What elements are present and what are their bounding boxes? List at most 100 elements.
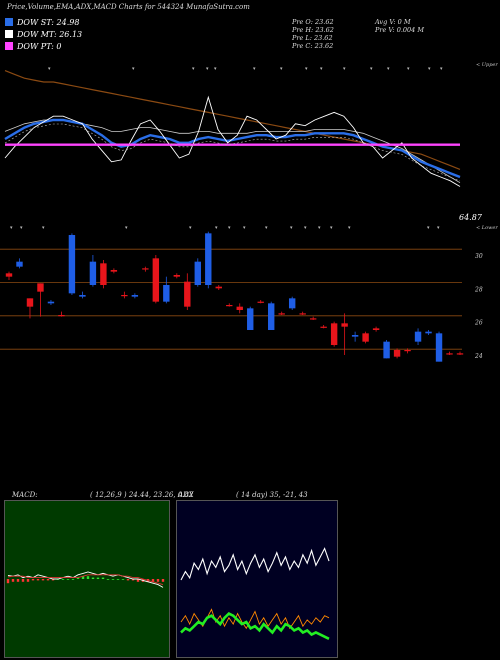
candle-body-8 xyxy=(89,261,97,285)
candle-body-34 xyxy=(362,333,369,342)
candle-body-24 xyxy=(257,301,264,303)
candle-body-25 xyxy=(268,303,275,330)
candle-marker-5: ▾ xyxy=(215,225,218,231)
swatch-magenta-icon xyxy=(5,42,13,50)
macd-hist-bar-5 xyxy=(31,579,35,581)
macd-chart xyxy=(4,500,170,658)
adx-values: ( 14 day) 35, -21, 43 xyxy=(236,491,308,499)
candle-body-7 xyxy=(79,295,86,297)
stat-prev-open: Pre O: 23.62 xyxy=(292,18,334,26)
price-tick-2: 26 xyxy=(474,320,483,327)
macd-values: ( 12,26,9 ) 24.44, 23.26, 0.82 xyxy=(90,491,194,499)
macd-hist-bar-16 xyxy=(86,576,90,579)
macd-hist-bar-15 xyxy=(81,576,85,579)
candle-body-4 xyxy=(47,301,55,304)
candle-body-26 xyxy=(278,313,285,315)
macd-hist-bar-19 xyxy=(101,577,105,579)
event-marker-14: ▾ xyxy=(440,66,443,72)
price-tick-3: 24 xyxy=(474,353,483,360)
candle-body-12 xyxy=(131,295,139,297)
macd-hist-bar-2 xyxy=(16,579,20,582)
macd-hist-bar-4 xyxy=(26,579,30,582)
candle-body-39 xyxy=(414,331,422,342)
candle-marker-14: ▾ xyxy=(427,225,430,231)
macd-hist-bar-29 xyxy=(151,579,155,582)
macd-hist-bar-12 xyxy=(66,579,70,580)
candle-body-38 xyxy=(404,350,411,352)
event-marker-9: ▾ xyxy=(343,66,346,72)
price-tick-0: 30 xyxy=(475,253,483,260)
candle-body-27 xyxy=(288,298,296,309)
candle-body-1 xyxy=(16,261,23,267)
candle-marker-0: ▾ xyxy=(10,225,13,231)
ema-line xyxy=(4,118,461,179)
macd-line xyxy=(7,571,164,588)
adx-line xyxy=(180,612,330,640)
legend-dow-mt: DOW MT: 26.13 xyxy=(5,30,82,39)
candle-marker-15: ▾ xyxy=(437,225,440,231)
macd-hist-bar-31 xyxy=(161,579,165,582)
stat-prev-close: Pre C: 23.62 xyxy=(292,42,334,50)
stat-avg-volume: Avg V: 0 M xyxy=(375,18,411,26)
lower-band-line xyxy=(4,123,461,182)
macd-hist-bar-13 xyxy=(71,579,75,580)
upper-label: < Upper xyxy=(476,62,498,68)
candle-marker-4: ▾ xyxy=(189,225,192,231)
candle-marker-7: ▾ xyxy=(243,225,246,231)
adx-background xyxy=(177,501,337,657)
macd-hist-bar-26 xyxy=(136,579,140,582)
candle-body-15 xyxy=(163,285,170,302)
legend-dow-pt: DOW PT: 0 xyxy=(5,42,62,51)
candle-body-17 xyxy=(184,281,191,307)
macd-hist-bar-9 xyxy=(51,579,55,581)
legend-dow-mt-label: DOW MT: 26.13 xyxy=(17,30,83,39)
price-tick-1: 28 xyxy=(474,286,483,293)
legend-dow-pt-label: DOW PT: 0 xyxy=(17,42,62,51)
candle-body-14 xyxy=(152,258,160,302)
macd-signal-line xyxy=(7,574,164,586)
candle-body-18 xyxy=(194,261,201,285)
candle-body-20 xyxy=(215,286,222,289)
event-marker-10: ▾ xyxy=(370,66,373,72)
last-value-label: 64.87 xyxy=(459,213,482,222)
lower-label: < Lower xyxy=(476,225,498,231)
candle-body-28 xyxy=(299,313,306,315)
candle-body-10 xyxy=(110,270,118,272)
candle-body-30 xyxy=(320,326,327,328)
candle-marker-13: ▾ xyxy=(348,225,351,231)
candle-body-5 xyxy=(58,315,65,317)
event-marker-0: ▾ xyxy=(48,66,51,72)
candle-body-0 xyxy=(5,273,13,277)
legend-dow-st-label: DOW ST: 24.98 xyxy=(17,18,80,27)
event-marker-5: ▾ xyxy=(253,66,256,72)
swatch-white-icon xyxy=(5,30,13,38)
candle-body-11 xyxy=(121,295,128,297)
event-marker-12: ▾ xyxy=(407,66,410,72)
chart-title: Price,Volume,EMA,ADX,MACD Charts for 544… xyxy=(7,3,250,11)
event-marker-6: ▾ xyxy=(280,66,283,72)
candle-marker-9: ▾ xyxy=(290,225,293,231)
event-marker-8: ▾ xyxy=(320,66,323,72)
event-marker-11: ▾ xyxy=(387,66,390,72)
macd-hist-bar-1 xyxy=(11,579,15,582)
adx-chart xyxy=(176,500,338,658)
macd-hist-bar-7 xyxy=(41,579,45,581)
candle-body-21 xyxy=(226,305,233,307)
candle-body-42 xyxy=(446,353,453,355)
candle-marker-11: ▾ xyxy=(318,225,321,231)
macd-hist-bar-17 xyxy=(91,577,95,579)
candle-body-37 xyxy=(393,350,401,357)
event-marker-2: ▾ xyxy=(192,66,195,72)
candle-marker-2: ▾ xyxy=(42,225,45,231)
candle-body-40 xyxy=(425,331,432,334)
candle-body-41 xyxy=(435,333,443,362)
candle-marker-3: ▾ xyxy=(125,225,128,231)
candle-body-3 xyxy=(37,283,44,292)
stat-prev-low: Pre L: 23.62 xyxy=(292,34,333,42)
adx-label: ADX xyxy=(178,491,194,499)
candle-body-13 xyxy=(142,268,149,270)
candle-marker-1: ▾ xyxy=(20,225,23,231)
candle-body-2 xyxy=(26,298,34,307)
candle-body-43 xyxy=(456,353,464,355)
candle-body-29 xyxy=(309,318,317,320)
